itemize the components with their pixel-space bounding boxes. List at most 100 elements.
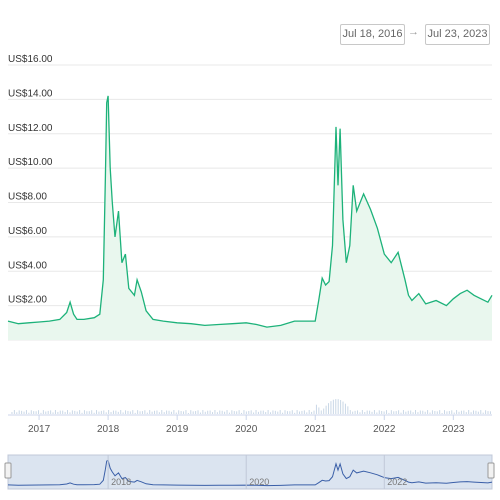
volume-bar bbox=[342, 401, 344, 414]
volume-bar bbox=[11, 412, 13, 414]
y-tick-label: US$4.00 bbox=[8, 260, 47, 271]
volume-bar bbox=[458, 411, 460, 414]
volume-bar bbox=[308, 410, 310, 414]
volume-bar bbox=[332, 399, 334, 414]
volume-bar bbox=[482, 412, 484, 414]
volume-bar bbox=[100, 410, 102, 414]
volume-bar bbox=[151, 411, 153, 414]
volume-bar bbox=[325, 405, 327, 414]
volume-bar bbox=[253, 412, 255, 414]
volume-bar bbox=[117, 411, 119, 414]
date-range-from-input[interactable]: Jul 18, 2016 bbox=[340, 24, 405, 45]
volume-bar bbox=[125, 410, 127, 414]
y-tick-label: US$6.00 bbox=[8, 226, 47, 237]
volume-bar bbox=[480, 410, 482, 414]
volume-bar bbox=[299, 411, 301, 414]
x-tick-label: 2022 bbox=[373, 424, 396, 435]
volume-bar bbox=[282, 412, 284, 414]
volume-bar bbox=[231, 410, 233, 414]
volume-bar bbox=[386, 410, 388, 414]
volume-bars bbox=[11, 399, 491, 414]
volume-bar bbox=[439, 410, 441, 414]
navigator-left-handle[interactable] bbox=[4, 462, 12, 479]
volume-bar bbox=[359, 412, 361, 414]
volume-bar bbox=[369, 410, 371, 414]
volume-bar bbox=[270, 412, 272, 414]
navigator-tick-label: 2022 bbox=[387, 477, 407, 487]
volume-bar bbox=[50, 410, 52, 414]
volume-bar bbox=[371, 411, 373, 414]
volume-bar bbox=[286, 411, 288, 414]
volume-bar bbox=[390, 410, 392, 414]
volume-bar bbox=[93, 412, 95, 414]
volume-bar bbox=[434, 411, 436, 414]
volume-bar bbox=[453, 412, 455, 414]
price-area bbox=[8, 95, 492, 341]
volume-bar bbox=[257, 411, 259, 414]
volume-bar bbox=[103, 410, 105, 414]
volume-bar bbox=[400, 412, 402, 414]
volume-bar bbox=[76, 411, 78, 414]
volume-bar bbox=[248, 410, 250, 414]
volume-bar bbox=[23, 411, 25, 414]
volume-bar bbox=[260, 410, 262, 414]
volume-bar bbox=[354, 410, 356, 414]
y-tick-label: US$16.00 bbox=[8, 54, 53, 65]
navigator[interactable]: 2018 2020 2022 bbox=[4, 454, 495, 490]
volume-bar bbox=[108, 410, 110, 414]
volume-bar bbox=[96, 410, 98, 414]
volume-bar bbox=[277, 411, 279, 414]
volume-bar bbox=[45, 411, 47, 414]
volume-bar bbox=[398, 410, 400, 414]
x-tick-label: 2021 bbox=[304, 424, 327, 435]
volume-bar bbox=[468, 410, 470, 414]
volume-bar bbox=[154, 410, 156, 414]
volume-bar bbox=[185, 410, 187, 414]
volume-bar bbox=[59, 410, 61, 414]
volume-bar bbox=[366, 410, 368, 414]
date-range-to-input[interactable]: Jul 23, 2023 bbox=[425, 24, 490, 45]
volume-bar bbox=[238, 410, 240, 414]
volume-bar bbox=[28, 412, 30, 414]
volume-bar bbox=[134, 412, 136, 414]
volume-bar bbox=[335, 399, 337, 414]
navigator-tick-label: 2020 bbox=[249, 477, 269, 487]
volume-bar bbox=[255, 410, 257, 414]
x-tick-label: 2018 bbox=[97, 424, 120, 435]
volume-bar bbox=[378, 410, 380, 414]
navigator-series bbox=[7, 459, 493, 487]
volume-bar bbox=[340, 399, 342, 414]
volume-bar bbox=[42, 410, 44, 414]
volume-bar bbox=[212, 412, 214, 414]
navigator-right-handle[interactable] bbox=[487, 462, 495, 479]
volume-bar bbox=[74, 410, 76, 414]
volume-bar bbox=[412, 412, 414, 414]
volume-bar bbox=[52, 412, 54, 414]
volume-bar bbox=[291, 410, 293, 414]
volume-bar bbox=[284, 410, 286, 414]
volume-bar bbox=[289, 411, 291, 414]
x-tick-label: 2017 bbox=[28, 424, 51, 435]
y-tick-label: US$10.00 bbox=[8, 157, 53, 168]
volume-bar bbox=[429, 412, 431, 414]
volume-bar bbox=[337, 399, 339, 414]
volume-bar bbox=[214, 410, 216, 414]
volume-bar bbox=[405, 411, 407, 414]
volume-bar bbox=[311, 411, 313, 414]
navigator-ticks: 2018 2020 2022 bbox=[107, 455, 407, 489]
volume-bar bbox=[183, 411, 185, 414]
volume-bar bbox=[233, 411, 235, 414]
volume-bar bbox=[178, 410, 180, 414]
volume-bar bbox=[25, 410, 27, 414]
volume-bar bbox=[422, 410, 424, 414]
volume-bar bbox=[139, 411, 141, 414]
volume-bar bbox=[132, 410, 134, 414]
volume-bar bbox=[16, 412, 18, 414]
volume-bar bbox=[241, 412, 243, 414]
volume-bar bbox=[407, 410, 409, 414]
volume-bar bbox=[47, 410, 49, 414]
volume-bar bbox=[13, 410, 15, 414]
volume-bar bbox=[318, 407, 320, 414]
volume-bar bbox=[441, 412, 443, 414]
